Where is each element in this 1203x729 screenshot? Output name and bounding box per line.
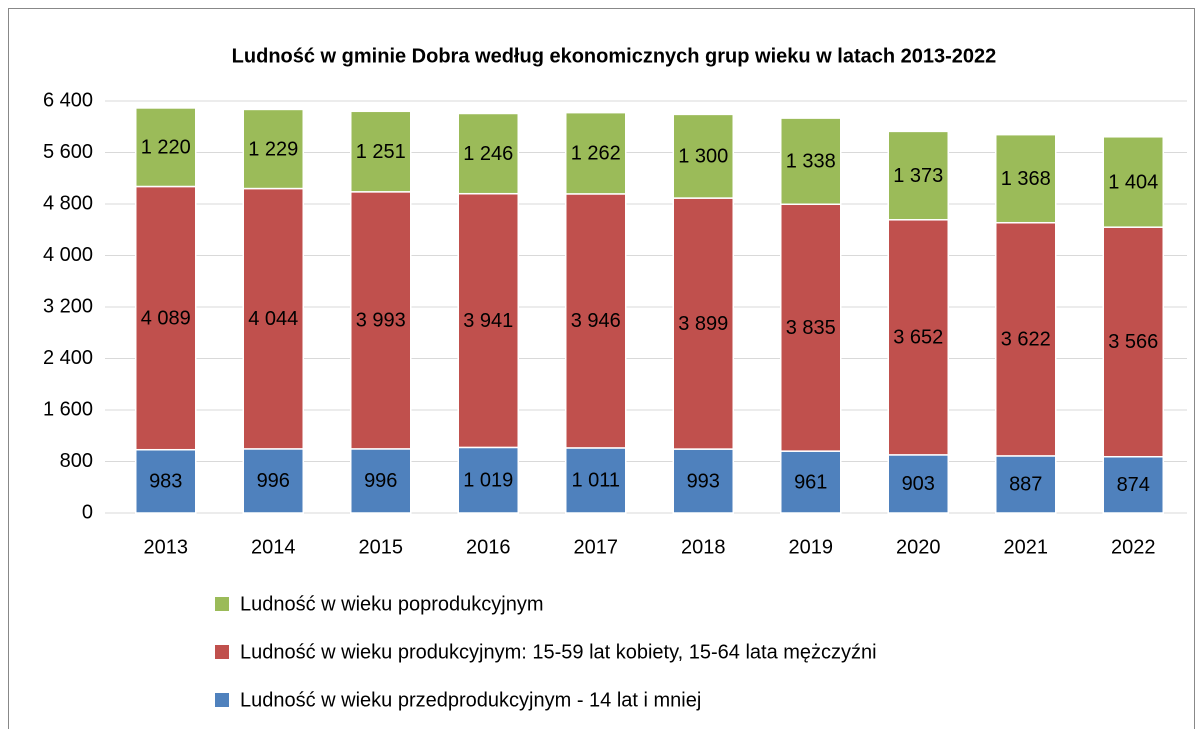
- data-label: 3 835: [786, 317, 836, 339]
- x-tick-label: 2013: [144, 536, 189, 558]
- data-label: 1 404: [1108, 171, 1158, 193]
- legend-swatch: [215, 645, 229, 659]
- bar-segment: [995, 221, 1057, 457]
- bar-segment: [672, 448, 734, 514]
- x-tick-label: 2017: [574, 536, 619, 558]
- bar-segment: [887, 130, 949, 221]
- data-label: 1 368: [1001, 168, 1051, 190]
- data-label: 1 262: [571, 143, 621, 165]
- data-label: 903: [902, 473, 935, 495]
- y-tick-label: 3 200: [43, 295, 93, 317]
- data-label: 1 251: [356, 141, 406, 163]
- data-label: 996: [364, 470, 397, 492]
- x-tick-label: 2014: [251, 536, 296, 558]
- x-tick-label: 2020: [896, 536, 941, 558]
- data-label: 993: [687, 470, 720, 492]
- data-label: 1 011: [571, 470, 620, 492]
- bar-segment: [242, 108, 304, 190]
- data-label: 3 946: [571, 310, 621, 332]
- bar-segment: [672, 197, 734, 450]
- data-label: 3 899: [678, 313, 728, 335]
- data-label: 4 089: [141, 307, 191, 329]
- chart-title: Ludność w gminie Dobra według ekonomiczn…: [232, 45, 997, 67]
- y-tick-label: 4 000: [43, 244, 93, 266]
- bar-segment: [135, 448, 197, 514]
- data-label: 3 622: [1001, 329, 1051, 351]
- data-label: 996: [257, 470, 290, 492]
- data-label: 3 993: [356, 310, 406, 332]
- legend-label: Ludność w wieku przedprodukcyjnym - 14 l…: [240, 689, 701, 711]
- data-label: 887: [1009, 474, 1042, 496]
- data-label: 874: [1117, 474, 1150, 496]
- bar-segment: [350, 110, 412, 193]
- bar-segment: [565, 193, 627, 449]
- x-tick-label: 2019: [789, 536, 834, 558]
- data-label: 1 300: [678, 146, 728, 168]
- data-label: 983: [149, 471, 182, 493]
- bar-segment: [565, 447, 627, 514]
- bar-segment: [780, 117, 842, 206]
- y-tick-label: 800: [60, 450, 93, 472]
- data-label: 4 044: [248, 308, 298, 330]
- y-tick-label: 5 600: [43, 141, 93, 163]
- bar-segment: [242, 448, 304, 514]
- bar-segment: [995, 455, 1057, 514]
- bar-segment: [457, 446, 519, 514]
- bar-segment: [1102, 136, 1164, 228]
- bar-segment: [1102, 226, 1164, 458]
- bar-segment: [457, 112, 519, 195]
- y-tick-label: 1 600: [43, 398, 93, 420]
- data-label: 1 246: [463, 143, 513, 165]
- legend-label: Ludność w wieku produkcyjnym: 15-59 lat …: [240, 641, 877, 663]
- y-tick-label: 4 800: [43, 192, 93, 214]
- bar-segment: [780, 203, 842, 452]
- bar-segment: [135, 185, 197, 451]
- bar-segment: [135, 107, 197, 188]
- x-tick-label: 2016: [466, 536, 511, 558]
- data-label: 1 338: [786, 150, 836, 172]
- data-label: 3 566: [1108, 331, 1158, 353]
- bar-segment: [887, 454, 949, 514]
- data-label: 1 373: [893, 165, 943, 187]
- y-tick-label: 2 400: [43, 347, 93, 369]
- bar-segment: [887, 219, 949, 456]
- x-tick-label: 2022: [1111, 536, 1156, 558]
- bar-segment: [350, 191, 412, 450]
- bar-segment: [995, 133, 1057, 224]
- y-tick-label: 6 400: [43, 89, 93, 111]
- data-label: 3 941: [463, 310, 513, 332]
- bar-segment: [350, 448, 412, 514]
- data-label: 1 220: [141, 137, 191, 159]
- y-tick-label: 0: [82, 501, 93, 523]
- data-label: 1 229: [248, 138, 298, 160]
- x-tick-label: 2015: [359, 536, 404, 558]
- data-label: 961: [794, 471, 827, 493]
- bar-segment: [565, 111, 627, 195]
- bar-segment: [672, 113, 734, 199]
- data-label: 1 019: [463, 469, 513, 491]
- data-label: 3 652: [893, 327, 943, 349]
- x-tick-label: 2021: [1004, 536, 1049, 558]
- x-tick-label: 2018: [681, 536, 726, 558]
- bar-segment: [242, 187, 304, 450]
- legend-swatch: [215, 597, 229, 611]
- legend-swatch: [215, 693, 229, 707]
- legend-label: Ludność w wieku poprodukcyjnym: [240, 593, 544, 615]
